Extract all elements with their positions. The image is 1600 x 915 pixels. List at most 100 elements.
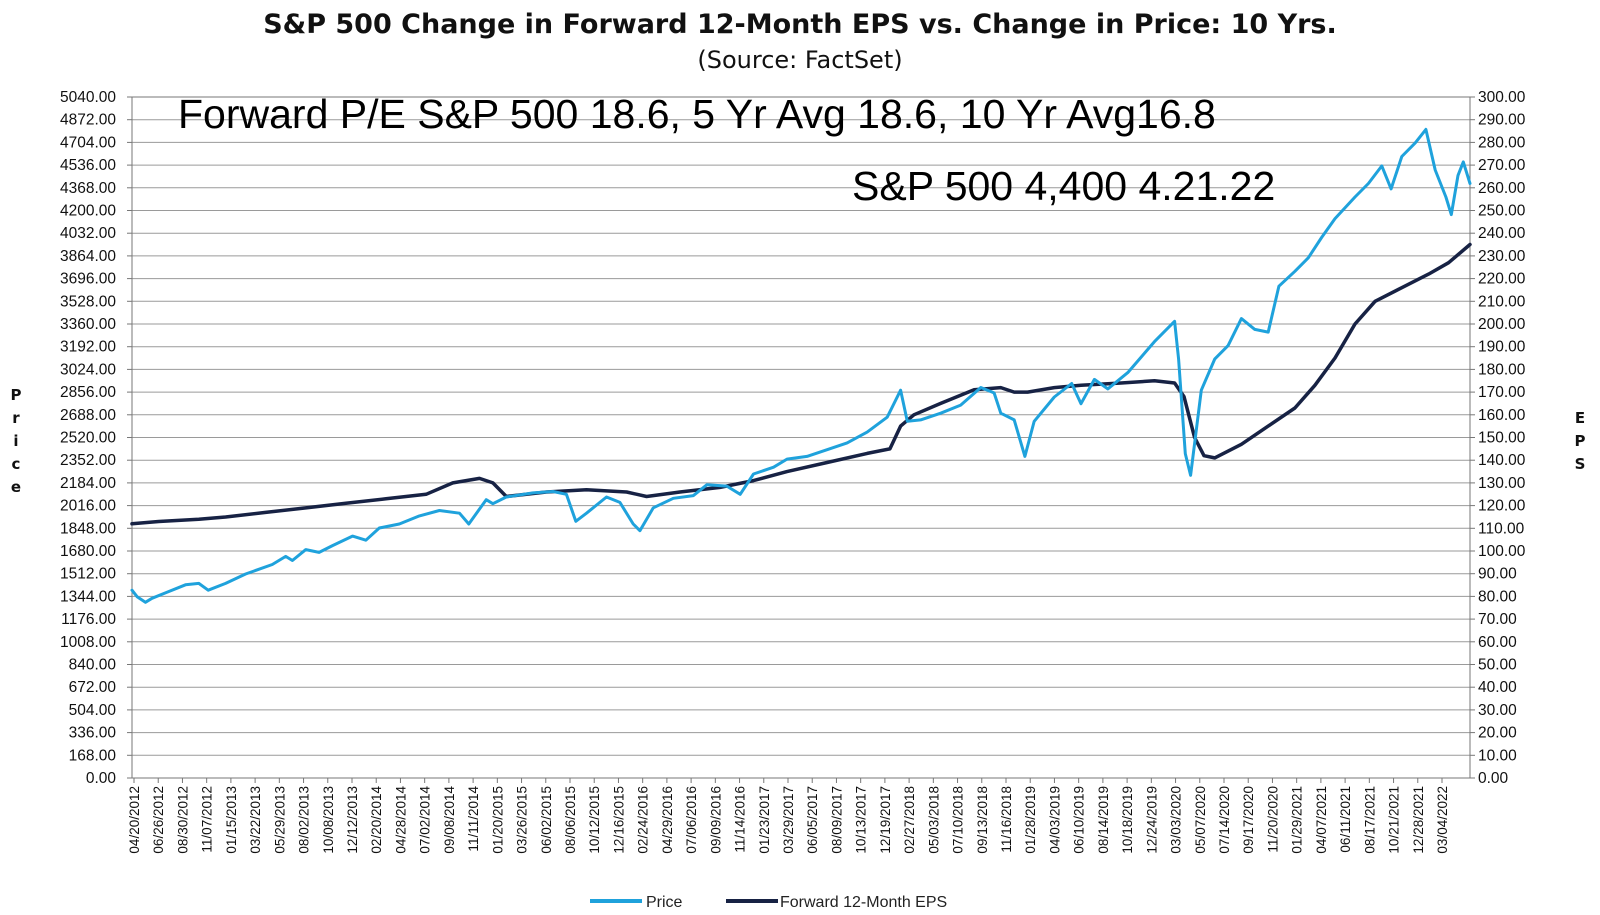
left-tick-label: 1344.00 <box>60 588 116 605</box>
left-tick-label: 1680.00 <box>60 543 116 560</box>
axis-label-letter: E <box>1575 409 1585 427</box>
axis-label-letter: P <box>1575 432 1586 450</box>
x-tick-label: 04/03/2019 <box>1047 786 1062 854</box>
right-tick-label: 120.00 <box>1478 498 1526 515</box>
left-axis-ticks: 0.00 168.00 336.00 504.00 672.00 840.00 1008.0… <box>60 89 132 787</box>
left-tick-label: 2520.00 <box>60 430 116 447</box>
left-tick-label: 168.00 <box>69 747 117 764</box>
x-tick-label: 10/18/2019 <box>1120 786 1135 854</box>
x-tick-label: 03/26/2015 <box>515 786 530 854</box>
x-tick-label: 11/16/2018 <box>999 786 1014 853</box>
x-tick-label: 01/29/2021 <box>1290 786 1305 854</box>
left-tick-label: 3360.00 <box>60 316 116 333</box>
left-tick-label: 4704.00 <box>60 134 116 151</box>
axis-label-letter: r <box>12 409 20 427</box>
left-tick-label: 3528.00 <box>60 293 116 310</box>
x-tick-label: 04/20/2012 <box>127 786 142 854</box>
left-tick-label: 840.00 <box>69 657 117 674</box>
x-tick-label: 12/28/2021 <box>1411 786 1426 854</box>
x-tick-label: 08/14/2019 <box>1096 786 1111 854</box>
x-tick-label: 05/07/2020 <box>1193 786 1208 854</box>
x-tick-label: 02/24/2016 <box>636 786 651 854</box>
left-tick-label: 3192.00 <box>60 339 116 356</box>
right-tick-label: 260.00 <box>1478 180 1526 197</box>
sp500-level-annotation: S&P 500 4,400 4.21.22 <box>852 163 1275 209</box>
left-tick-label: 504.00 <box>69 702 117 719</box>
left-tick-label: 2352.00 <box>60 452 116 469</box>
right-tick-label: 110.00 <box>1478 520 1525 537</box>
x-tick-label: 02/20/2014 <box>369 786 384 854</box>
left-tick-label: 4032.00 <box>60 225 116 242</box>
chart-title: S&P 500 Change in Forward 12-Month EPS v… <box>263 9 1337 40</box>
x-tick-label: 01/23/2017 <box>757 786 772 854</box>
gridlines <box>132 119 1470 756</box>
right-tick-label: 50.00 <box>1478 657 1517 674</box>
left-axis-label: Price <box>11 386 22 496</box>
plot-frame <box>131 96 1471 779</box>
x-tick-label: 12/12/2013 <box>345 786 360 854</box>
left-tick-label: 0.00 <box>86 770 117 787</box>
x-tick-label: 04/07/2021 <box>1314 786 1329 854</box>
x-tick-label: 08/09/2017 <box>829 786 844 854</box>
right-tick-label: 90.00 <box>1478 566 1517 583</box>
x-tick-label: 04/28/2014 <box>393 786 408 854</box>
left-tick-label: 2856.00 <box>60 384 116 401</box>
right-tick-label: 0.00 <box>1478 770 1509 787</box>
left-tick-label: 2016.00 <box>60 498 116 515</box>
x-tick-label: 03/29/2017 <box>781 786 796 854</box>
x-tick-label: 03/04/2022 <box>1435 786 1450 854</box>
left-tick-label: 3696.00 <box>60 271 116 288</box>
x-tick-label: 10/21/2021 <box>1387 786 1402 854</box>
x-tick-label: 07/02/2014 <box>418 786 433 854</box>
x-tick-label: 08/02/2013 <box>297 786 312 854</box>
chart-subtitle: (Source: FactSet) <box>697 46 902 74</box>
right-axis-ticks: 0.00 10.00 20.00 30.00 40.00 50.00 60.00 70.00 8… <box>1470 89 1526 787</box>
price-series-line <box>130 127 1472 604</box>
right-tick-label: 160.00 <box>1478 407 1526 424</box>
x-tick-label: 07/10/2018 <box>951 786 966 854</box>
right-tick-label: 210.00 <box>1478 293 1526 310</box>
left-tick-label: 672.00 <box>69 679 117 696</box>
left-tick-label: 2184.00 <box>60 475 116 492</box>
x-tick-label: 04/29/2016 <box>660 786 675 854</box>
legend-label-eps: Forward 12-Month EPS <box>780 894 947 911</box>
x-tick-label: 06/26/2012 <box>151 786 166 854</box>
x-tick-label: 11/07/2012 <box>200 786 215 853</box>
x-tick-label: 11/20/2020 <box>1265 786 1280 853</box>
right-tick-label: 270.00 <box>1478 157 1526 174</box>
x-tick-label: 03/22/2013 <box>248 786 263 854</box>
x-tick-label: 12/24/2019 <box>1144 786 1159 854</box>
x-tick-label: 06/02/2015 <box>539 786 554 854</box>
x-tick-label: 02/27/2018 <box>902 786 917 854</box>
x-tick-label: 07/14/2020 <box>1217 786 1232 854</box>
left-tick-label: 1176.00 <box>61 611 116 628</box>
right-tick-label: 180.00 <box>1478 361 1526 378</box>
x-tick-label: 11/11/2014 <box>466 786 481 852</box>
right-tick-label: 30.00 <box>1478 702 1517 719</box>
right-tick-label: 280.00 <box>1478 134 1526 151</box>
right-tick-label: 290.00 <box>1478 112 1526 129</box>
x-tick-label: 01/20/2015 <box>490 786 505 854</box>
right-tick-label: 20.00 <box>1478 725 1517 742</box>
x-tick-label: 09/13/2018 <box>975 786 990 854</box>
left-tick-label: 1512.00 <box>60 566 116 583</box>
x-tick-label: 09/17/2020 <box>1241 786 1256 854</box>
left-tick-label: 1848.00 <box>60 520 116 537</box>
left-tick-label: 1008.00 <box>60 634 116 651</box>
x-axis-ticks: 04/20/2012 06/26/2012 08/30/2012 11/07/2012… <box>127 778 1450 854</box>
axis-label-letter: c <box>12 455 21 473</box>
right-tick-label: 240.00 <box>1478 225 1526 242</box>
left-tick-label: 4872.00 <box>60 112 116 129</box>
x-tick-label: 03/03/2020 <box>1169 786 1184 854</box>
x-tick-label: 10/12/2015 <box>587 786 602 854</box>
left-tick-label: 4536.00 <box>60 157 116 174</box>
right-tick-label: 200.00 <box>1478 316 1526 333</box>
eps-series-line <box>130 242 1472 526</box>
x-tick-label: 08/17/2021 <box>1362 786 1377 854</box>
left-tick-label: 4200.00 <box>60 203 116 220</box>
right-tick-label: 300.00 <box>1478 89 1526 106</box>
left-tick-label: 336.00 <box>69 725 117 742</box>
left-tick-label: 4368.00 <box>60 180 116 197</box>
right-tick-label: 80.00 <box>1478 588 1517 605</box>
